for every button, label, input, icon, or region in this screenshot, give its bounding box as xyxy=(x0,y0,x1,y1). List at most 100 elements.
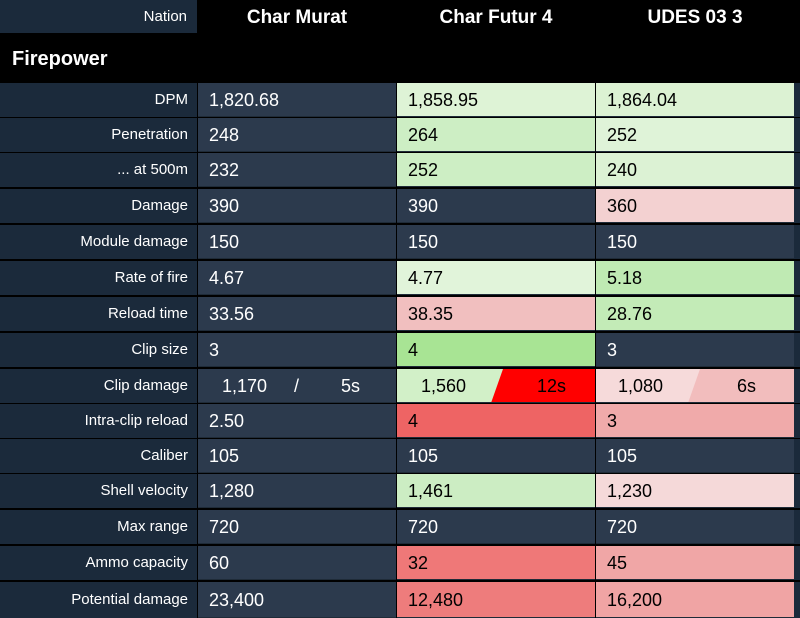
value-cell: 4 xyxy=(397,404,595,438)
row-label: Clip size xyxy=(0,333,197,367)
value-cell: 252 xyxy=(596,118,794,152)
row-edge xyxy=(794,261,800,295)
value-cell: 3 xyxy=(198,333,396,367)
row-label: Potential damage xyxy=(0,582,197,618)
value-cell: 12,480 xyxy=(397,582,595,618)
value-cell: 1,820.68 xyxy=(198,83,396,117)
clip-split-shape xyxy=(397,369,503,402)
value-cell: 16,200 xyxy=(596,582,794,618)
value-cell: 1,461 xyxy=(397,474,595,508)
row-edge xyxy=(794,297,800,331)
clip-separator: / xyxy=(294,376,300,396)
value-cell: 105 xyxy=(596,439,794,473)
value-cell: 38.35 xyxy=(397,297,595,331)
table-row: Potential damage 23,400 12,480 16,200 xyxy=(0,582,800,618)
value-cell: 150 xyxy=(397,225,595,259)
table-row: Caliber 105 105 105 xyxy=(0,439,800,473)
row-edge xyxy=(794,439,800,473)
table-row: Intra-clip reload 2.50 4 3 xyxy=(0,404,800,438)
row-edge xyxy=(794,546,800,580)
value-cell: 2.50 xyxy=(198,404,396,438)
value-cell: 360 xyxy=(596,189,794,223)
table-row: ... at 500m 232 252 240 xyxy=(0,153,800,187)
value-cell: 1,280 xyxy=(198,474,396,508)
value-cell: 240 xyxy=(596,153,794,187)
table-row: Clip damage 1,170 / 5s 1,560 12s 1,080 6… xyxy=(0,369,800,403)
row-label: ... at 500m xyxy=(0,153,197,187)
row-edge xyxy=(794,510,800,544)
table-row: Max range 720 720 720 xyxy=(0,510,800,544)
row-label: Rate of fire xyxy=(0,261,197,295)
clip-damage-cell: 1,080 6s xyxy=(596,369,794,403)
value-cell: 232 xyxy=(198,153,396,187)
table-row: Reload time 33.56 38.35 28.76 xyxy=(0,297,800,331)
value-cell: 4.77 xyxy=(397,261,595,295)
row-edge xyxy=(794,83,800,117)
table-row: DPM 1,820.68 1,858.95 1,864.04 xyxy=(0,83,800,117)
table-row: Clip size 3 4 3 xyxy=(0,333,800,367)
row-label: Caliber xyxy=(0,439,197,473)
nation-label: Nation xyxy=(0,0,197,33)
value-cell: 1,230 xyxy=(596,474,794,508)
clip-damage-value: 1,560 xyxy=(421,376,467,396)
row-label: Intra-clip reload xyxy=(0,404,197,438)
value-cell: 105 xyxy=(198,439,396,473)
value-cell: 5.18 xyxy=(596,261,794,295)
row-edge xyxy=(794,118,800,152)
clip-damage-cell: 1,560 12s xyxy=(397,369,595,403)
value-cell: 33.56 xyxy=(198,297,396,331)
table-row: Shell velocity 1,280 1,461 1,230 xyxy=(0,474,800,508)
row-edge xyxy=(794,153,800,187)
value-cell: 1,858.95 xyxy=(397,83,595,117)
value-cell: 264 xyxy=(397,118,595,152)
row-label: Ammo capacity xyxy=(0,546,197,580)
value-cell: 150 xyxy=(198,225,396,259)
value-cell: 4 xyxy=(397,333,595,367)
table-row: Damage 390 390 360 xyxy=(0,189,800,223)
value-cell: 248 xyxy=(198,118,396,152)
row-edge xyxy=(794,225,800,259)
header-row: Nation Char Murat Char Futur 4 UDES 03 3 xyxy=(0,0,800,36)
value-cell: 390 xyxy=(397,189,595,223)
row-label: Shell velocity xyxy=(0,474,197,508)
clip-damage-value: 1,080 xyxy=(618,376,664,396)
row-edge xyxy=(794,474,800,508)
row-label: DPM xyxy=(0,83,197,117)
row-edge xyxy=(794,189,800,223)
value-cell: 23,400 xyxy=(198,582,396,618)
value-cell: 1,864.04 xyxy=(596,83,794,117)
table-row: Rate of fire 4.67 4.77 5.18 xyxy=(0,261,800,295)
value-cell: 45 xyxy=(596,546,794,580)
row-label: Damage xyxy=(0,189,197,223)
tank-name-2[interactable]: Char Futur 4 xyxy=(439,7,553,28)
tank-name-3[interactable]: UDES 03 3 xyxy=(647,7,743,28)
clip-split-shape xyxy=(596,369,700,402)
table-row: Penetration 248 264 252 xyxy=(0,118,800,152)
row-edge xyxy=(794,333,800,367)
section-title: Firepower xyxy=(12,48,108,70)
row-label: Max range xyxy=(0,510,197,544)
row-edge xyxy=(794,369,800,403)
row-edge xyxy=(794,582,800,618)
clip-damage-value: 1,170 xyxy=(222,376,268,396)
tank-name-1[interactable]: Char Murat xyxy=(246,7,348,28)
value-cell: 720 xyxy=(596,510,794,544)
clip-damage-cell: 1,170 / 5s xyxy=(198,369,396,403)
value-cell: 32 xyxy=(397,546,595,580)
value-cell: 28.76 xyxy=(596,297,794,331)
value-cell: 60 xyxy=(198,546,396,580)
value-cell: 390 xyxy=(198,189,396,223)
row-label: Penetration xyxy=(0,118,197,152)
clip-time-value: 12s xyxy=(537,376,567,396)
value-cell: 3 xyxy=(596,333,794,367)
table-row: Ammo capacity 60 32 45 xyxy=(0,546,800,580)
value-cell: 150 xyxy=(596,225,794,259)
value-cell: 4.67 xyxy=(198,261,396,295)
row-label: Reload time xyxy=(0,297,197,331)
clip-time-value: 6s xyxy=(737,376,757,396)
value-cell: 252 xyxy=(397,153,595,187)
value-cell: 105 xyxy=(397,439,595,473)
row-label: Clip damage xyxy=(0,369,197,403)
value-cell: 720 xyxy=(397,510,595,544)
